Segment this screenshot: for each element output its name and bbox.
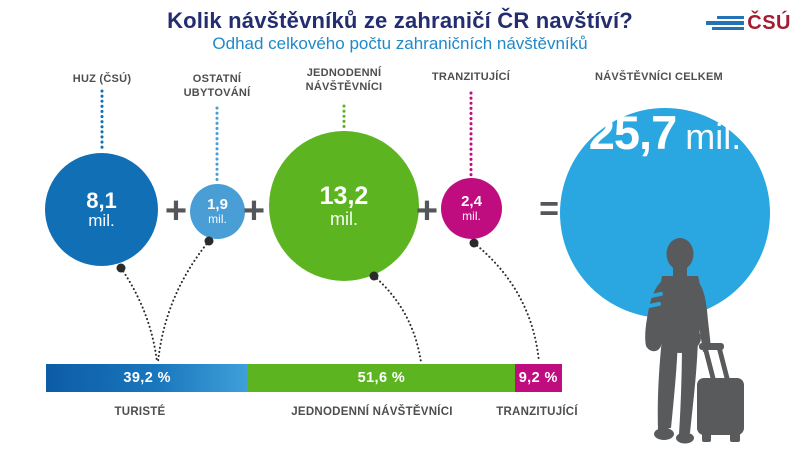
bar-segment-tranzitujici: 9,2 % (514, 364, 562, 392)
label-ostatni-ubytovani: OSTATNÍ UBYTOVÁNÍ (183, 73, 251, 100)
circle-ostatni: 1,9 mil. (190, 184, 245, 239)
equals-operator: = (539, 190, 559, 228)
csu-logo-text: ČSÚ (747, 12, 791, 34)
label-navstevnici-celkem: NÁVŠTĚVNÍCI CELKEM (595, 71, 723, 83)
plus-operator-2: + (242, 190, 266, 232)
circle-celkem-unit: mil. (685, 116, 742, 157)
suitcase-handle-rod-2 (717, 349, 730, 380)
suitcase-wheel-right (730, 433, 740, 442)
suitcase-wheel-left (702, 433, 711, 442)
circle-ostatni-value: 1,9 (207, 196, 228, 214)
circle-huz: 8,1 mil. (45, 153, 158, 266)
connector-curve-tranzitujici (473, 242, 540, 363)
traveler-head (666, 238, 694, 270)
suitcase-body (697, 378, 744, 435)
bar-category-tranzitujici: TRANZITUJÍCÍ (496, 406, 578, 418)
bar-category-turiste: TURISTÉ (114, 406, 166, 418)
connector-curve-ostatni (157, 240, 210, 363)
page-subtitle: Odhad celkového počtu zahraničních návšt… (212, 34, 588, 53)
circle-tranzitujici: 2,4 mil. (441, 178, 502, 239)
circle-huz-value: 8,1 (86, 188, 117, 214)
traveler-left-leg (657, 338, 678, 430)
suitcase-handle-grip (699, 343, 724, 350)
csu-logo: ČSÚ (705, 13, 791, 33)
traveler-left-arm (645, 278, 668, 352)
connector-curve-jednodenni (373, 275, 422, 363)
bar-category-jednodenni: JEDNODENNÍ NÁVŠTĚVNÍCI (291, 406, 453, 418)
stacked-percentage-bar: 39,2 % 51,6 % 9,2 % (46, 364, 562, 392)
csu-stripes-icon (705, 15, 745, 31)
circle-tranzitujici-unit: mil. (462, 209, 481, 224)
circle-tranzitujici-value: 2,4 (461, 193, 482, 211)
label-tranzitujici: TRANZITUJÍCÍ (431, 71, 511, 83)
plus-operator-3: + (415, 190, 439, 232)
connector-curve-huz (120, 267, 158, 363)
traveler-silhouette-icon (645, 238, 744, 444)
circle-jednodenni-unit: mil. (330, 208, 358, 229)
traveler-torso (659, 276, 701, 341)
circle-huz-unit: mil. (88, 211, 115, 231)
sleeve-accent-marks (648, 291, 663, 308)
circle-ostatni-unit: mil. (208, 212, 227, 227)
plus-operator-1: + (164, 190, 188, 232)
circle-jednodenni-value: 13,2 (319, 182, 369, 211)
label-huz-csu: HUZ (ČSÚ) (72, 73, 132, 85)
page-title: Kolik návštěvníků ze zahraničí ČR navští… (167, 8, 633, 33)
connector-dot-huz (116, 263, 126, 273)
bar-segment-tranzitujici-label: 9,2 % (518, 370, 558, 386)
circle-celkem-value: 25,7 (588, 106, 677, 159)
label-jednodenni-navstevnici: JEDNODENNÍ NÁVŠTĚVNÍCI (305, 67, 383, 94)
bar-segment-jednodenni-label: 51,6 % (357, 370, 406, 386)
bar-segment-jednodenni: 51,6 % (248, 364, 515, 392)
connector-dot-tranzitujici (469, 238, 479, 248)
bar-segment-turiste: 39,2 % (46, 364, 249, 392)
circle-jednodenni: 13,2 mil. (269, 131, 419, 281)
bar-segment-turiste-label: 39,2 % (123, 370, 171, 386)
traveler-right-arm (690, 278, 711, 352)
suitcase-handle-rod-1 (703, 349, 716, 380)
traveler-right-leg (679, 338, 698, 434)
